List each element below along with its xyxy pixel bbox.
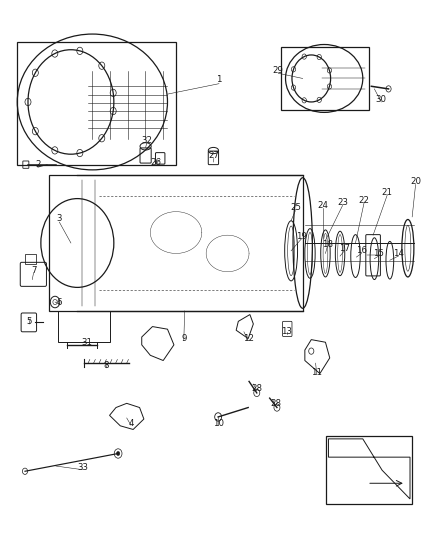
Text: 8: 8	[104, 361, 110, 370]
Text: 17: 17	[339, 244, 350, 253]
Text: 2: 2	[35, 160, 41, 169]
Text: 12: 12	[243, 334, 254, 343]
Text: 4: 4	[128, 419, 134, 427]
Text: 33: 33	[77, 463, 88, 472]
Text: 14: 14	[393, 249, 404, 258]
Text: 16: 16	[356, 246, 367, 255]
Text: 22: 22	[359, 196, 370, 205]
Text: 21: 21	[382, 188, 393, 197]
Text: 31: 31	[81, 338, 92, 347]
Text: 15: 15	[373, 249, 384, 258]
Text: 20: 20	[410, 177, 421, 187]
Text: 32: 32	[141, 135, 152, 144]
Text: 9: 9	[181, 334, 187, 343]
Text: 19: 19	[296, 232, 307, 241]
Text: 1: 1	[216, 75, 222, 84]
Text: 13: 13	[281, 327, 292, 336]
Text: 23: 23	[337, 198, 348, 207]
Text: 5: 5	[27, 317, 32, 326]
Text: 28: 28	[251, 384, 262, 393]
Text: 10: 10	[212, 419, 224, 427]
Circle shape	[117, 451, 120, 456]
Text: 29: 29	[273, 66, 284, 75]
Text: 11: 11	[311, 368, 322, 377]
Text: 27: 27	[208, 151, 219, 160]
Text: 25: 25	[290, 204, 301, 213]
Text: 3: 3	[57, 214, 62, 223]
Text: 6: 6	[57, 297, 62, 306]
Text: 7: 7	[31, 266, 36, 275]
Text: 18: 18	[321, 240, 333, 249]
Text: 24: 24	[318, 201, 328, 210]
Text: 26: 26	[150, 158, 161, 166]
Text: 30: 30	[376, 95, 387, 104]
Text: 28: 28	[270, 399, 281, 408]
